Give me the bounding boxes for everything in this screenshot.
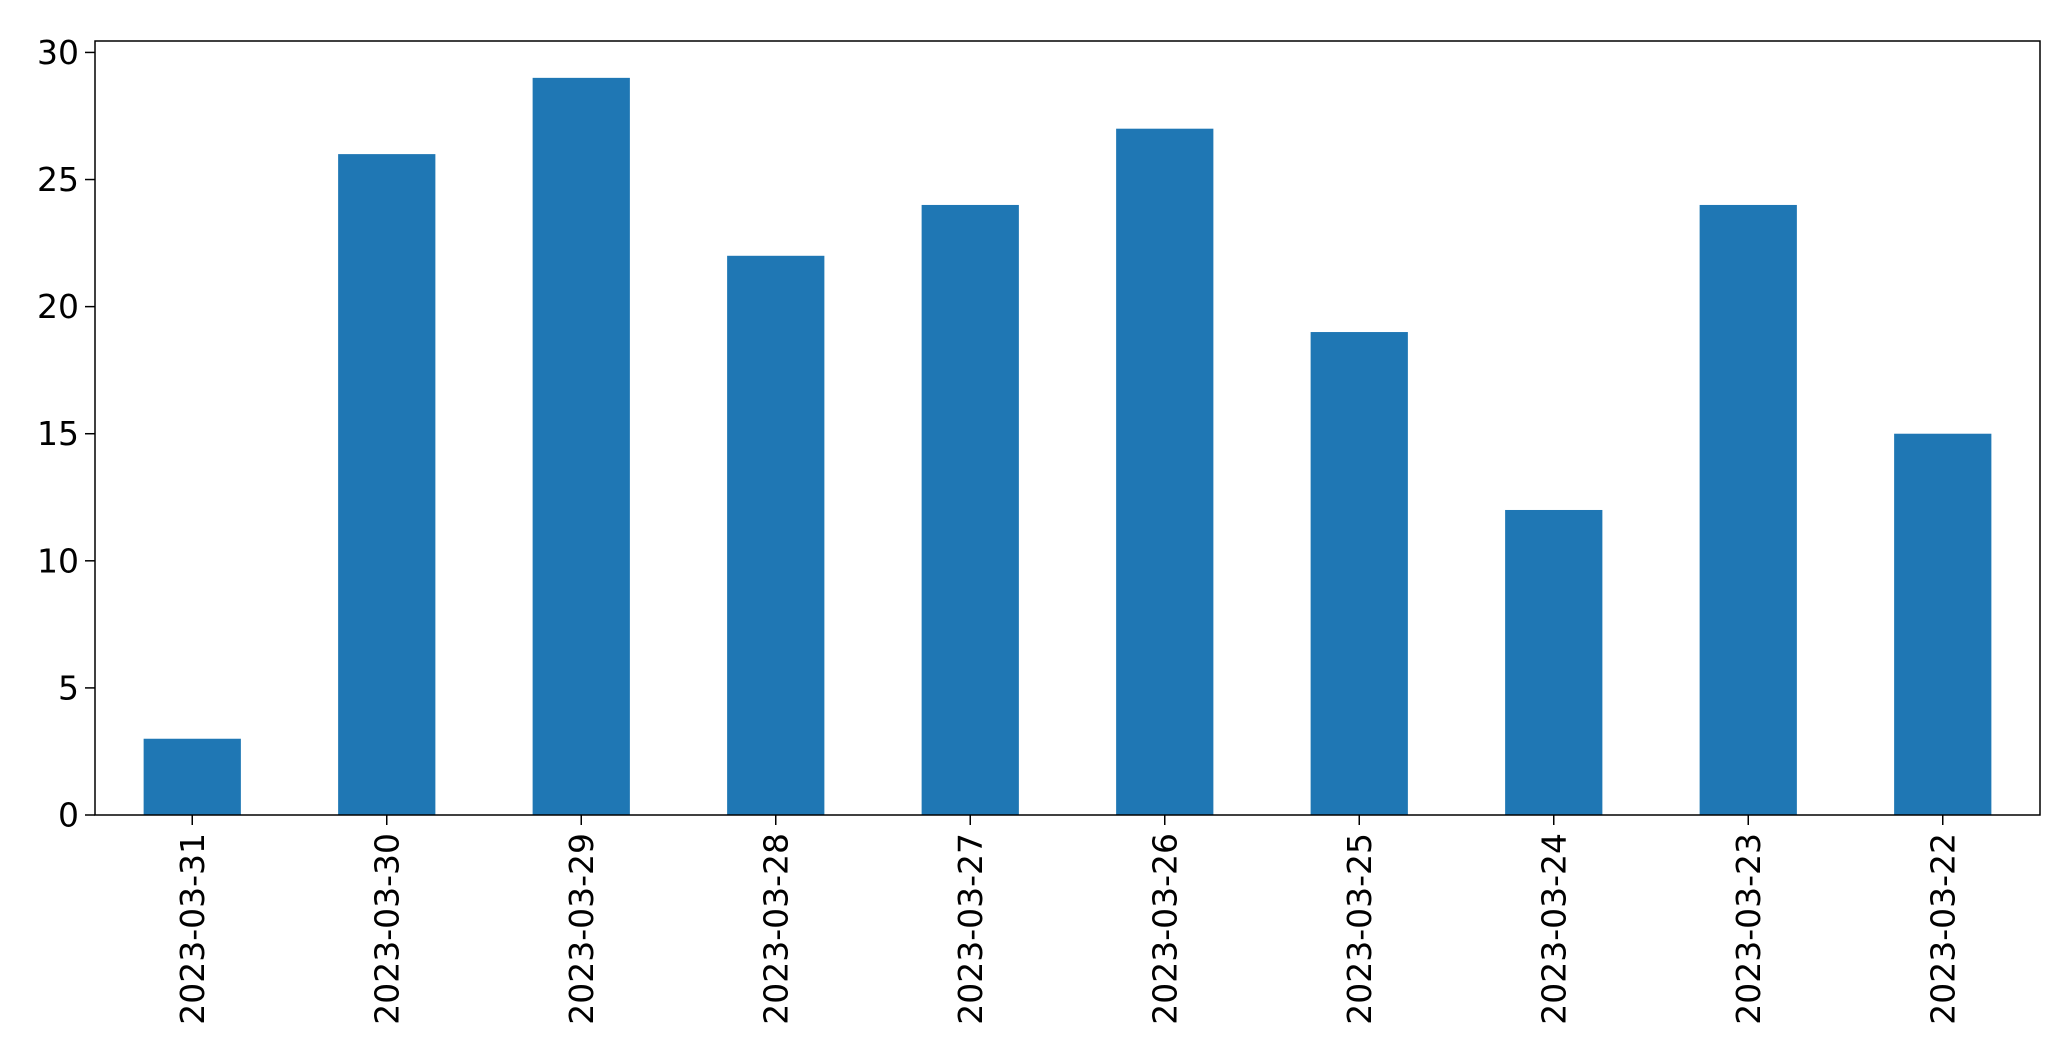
bar-2023-03-27: [921, 204, 1019, 815]
x-tick-label: 2023-03-26: [1145, 833, 1184, 1025]
x-axis: 2023-03-31 2023-03-30 2023-03-29 2023-03-28…: [173, 815, 1962, 1025]
bar-2023-03-22: [1894, 433, 1992, 815]
x-tick-label: 2023-03-24: [1534, 833, 1573, 1025]
y-tick-label: 25: [37, 160, 79, 199]
x-tick-label: 2023-03-22: [1923, 833, 1962, 1025]
bar-2023-03-28: [727, 255, 825, 815]
bars-group: [143, 77, 1992, 816]
y-axis: 0 5 10 15 20 25 30: [37, 33, 95, 835]
x-tick-label: 2023-03-25: [1340, 833, 1379, 1025]
y-tick-label: 0: [58, 796, 79, 835]
y-tick-label: 5: [58, 668, 79, 707]
x-tick-label: 2023-03-23: [1729, 833, 1768, 1025]
y-tick-label: 30: [37, 33, 79, 72]
bar-2023-03-26: [1116, 128, 1214, 815]
x-tick-label: 2023-03-27: [951, 833, 990, 1025]
bar-2023-03-24: [1505, 509, 1603, 815]
bar-2023-03-31: [143, 738, 241, 815]
bar-2023-03-23: [1699, 204, 1797, 815]
x-tick-label: 2023-03-29: [562, 833, 601, 1025]
bar-2023-03-25: [1310, 332, 1408, 815]
x-tick-label: 2023-03-28: [756, 833, 795, 1025]
x-tick-label: 2023-03-31: [173, 833, 212, 1025]
bar-2023-03-30: [338, 154, 436, 816]
plot-frame: [94, 40, 2041, 816]
bar-2023-03-29: [532, 77, 630, 816]
y-tick-label: 10: [37, 541, 79, 580]
y-tick-label: 20: [37, 287, 79, 326]
x-tick-label: 2023-03-30: [367, 833, 406, 1025]
y-tick-label: 15: [37, 414, 79, 453]
